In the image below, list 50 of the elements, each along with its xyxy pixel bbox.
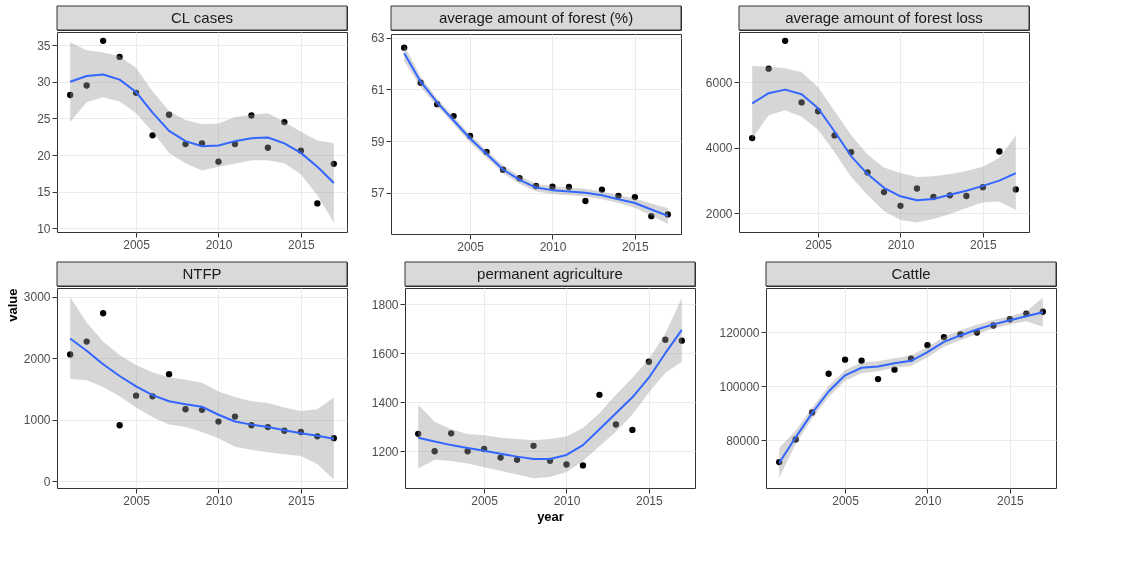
chart-title: average amount of forest (%) — [438, 9, 634, 26]
y-tick-label: 15 — [37, 185, 51, 200]
x-tick-label: 2010 — [205, 493, 233, 508]
y-tick-label: 30 — [37, 75, 51, 90]
y-tick-label: 1000 — [23, 413, 51, 428]
y-tick-label: 35 — [37, 38, 51, 53]
x-tick-label: 2015 — [997, 493, 1025, 508]
x-tick-label: 2005 — [123, 493, 151, 508]
x-tick-label: 2010 — [205, 237, 233, 252]
y-tick-label: 120000 — [719, 325, 760, 340]
x-tick-label: 2010 — [553, 493, 581, 508]
y-tick-label: 57 — [371, 186, 385, 201]
x-tick-label: 2015 — [970, 237, 998, 252]
y-tick-label: 20 — [37, 148, 51, 163]
y-tick-label: 6000 — [705, 75, 733, 90]
y-tick-label: 2000 — [705, 206, 733, 221]
y-tick-label: 59 — [371, 134, 385, 149]
x-tick-label: 2015 — [288, 237, 316, 252]
y-tick-label: 1800 — [371, 297, 399, 312]
y-tick-label: 3000 — [23, 290, 51, 305]
x-tick-label: 2015 — [288, 493, 316, 508]
x-tick-label: 2005 — [471, 493, 499, 508]
y-tick-label: 61 — [371, 82, 385, 97]
y-axis-title: value — [4, 288, 20, 322]
y-tick-label: 1400 — [371, 395, 399, 410]
chart-title: average amount of forest loss — [785, 9, 983, 26]
x-tick-label: 2005 — [123, 237, 151, 252]
chart-title: NTFP — [182, 265, 222, 282]
x-tick-label: 2015 — [636, 493, 664, 508]
y-tick-label: 4000 — [705, 141, 733, 156]
chart-title: Cattle — [891, 265, 931, 282]
x-tick-label: 2005 — [457, 239, 485, 254]
y-tick-label: 1600 — [371, 346, 399, 361]
x-axis-title: year — [537, 508, 564, 524]
x-tick-label: 2005 — [832, 493, 860, 508]
y-tick-label: 25 — [37, 111, 51, 126]
y-tick-label: 100000 — [719, 379, 760, 394]
y-tick-label: 10 — [37, 221, 51, 236]
y-tick-label: 0 — [43, 474, 51, 489]
y-tick-label: 63 — [371, 31, 385, 46]
x-tick-label: 2005 — [805, 237, 833, 252]
chart-title: permanent agriculture — [477, 265, 623, 282]
y-tick-label: 80000 — [726, 433, 760, 448]
x-tick-label: 2010 — [887, 237, 915, 252]
x-tick-label: 2010 — [914, 493, 942, 508]
y-tick-label: 1200 — [371, 444, 399, 459]
y-tick-label: 2000 — [23, 351, 51, 366]
chart-title: CL cases — [171, 9, 233, 26]
x-tick-label: 2015 — [622, 239, 650, 254]
x-tick-label: 2010 — [539, 239, 567, 254]
